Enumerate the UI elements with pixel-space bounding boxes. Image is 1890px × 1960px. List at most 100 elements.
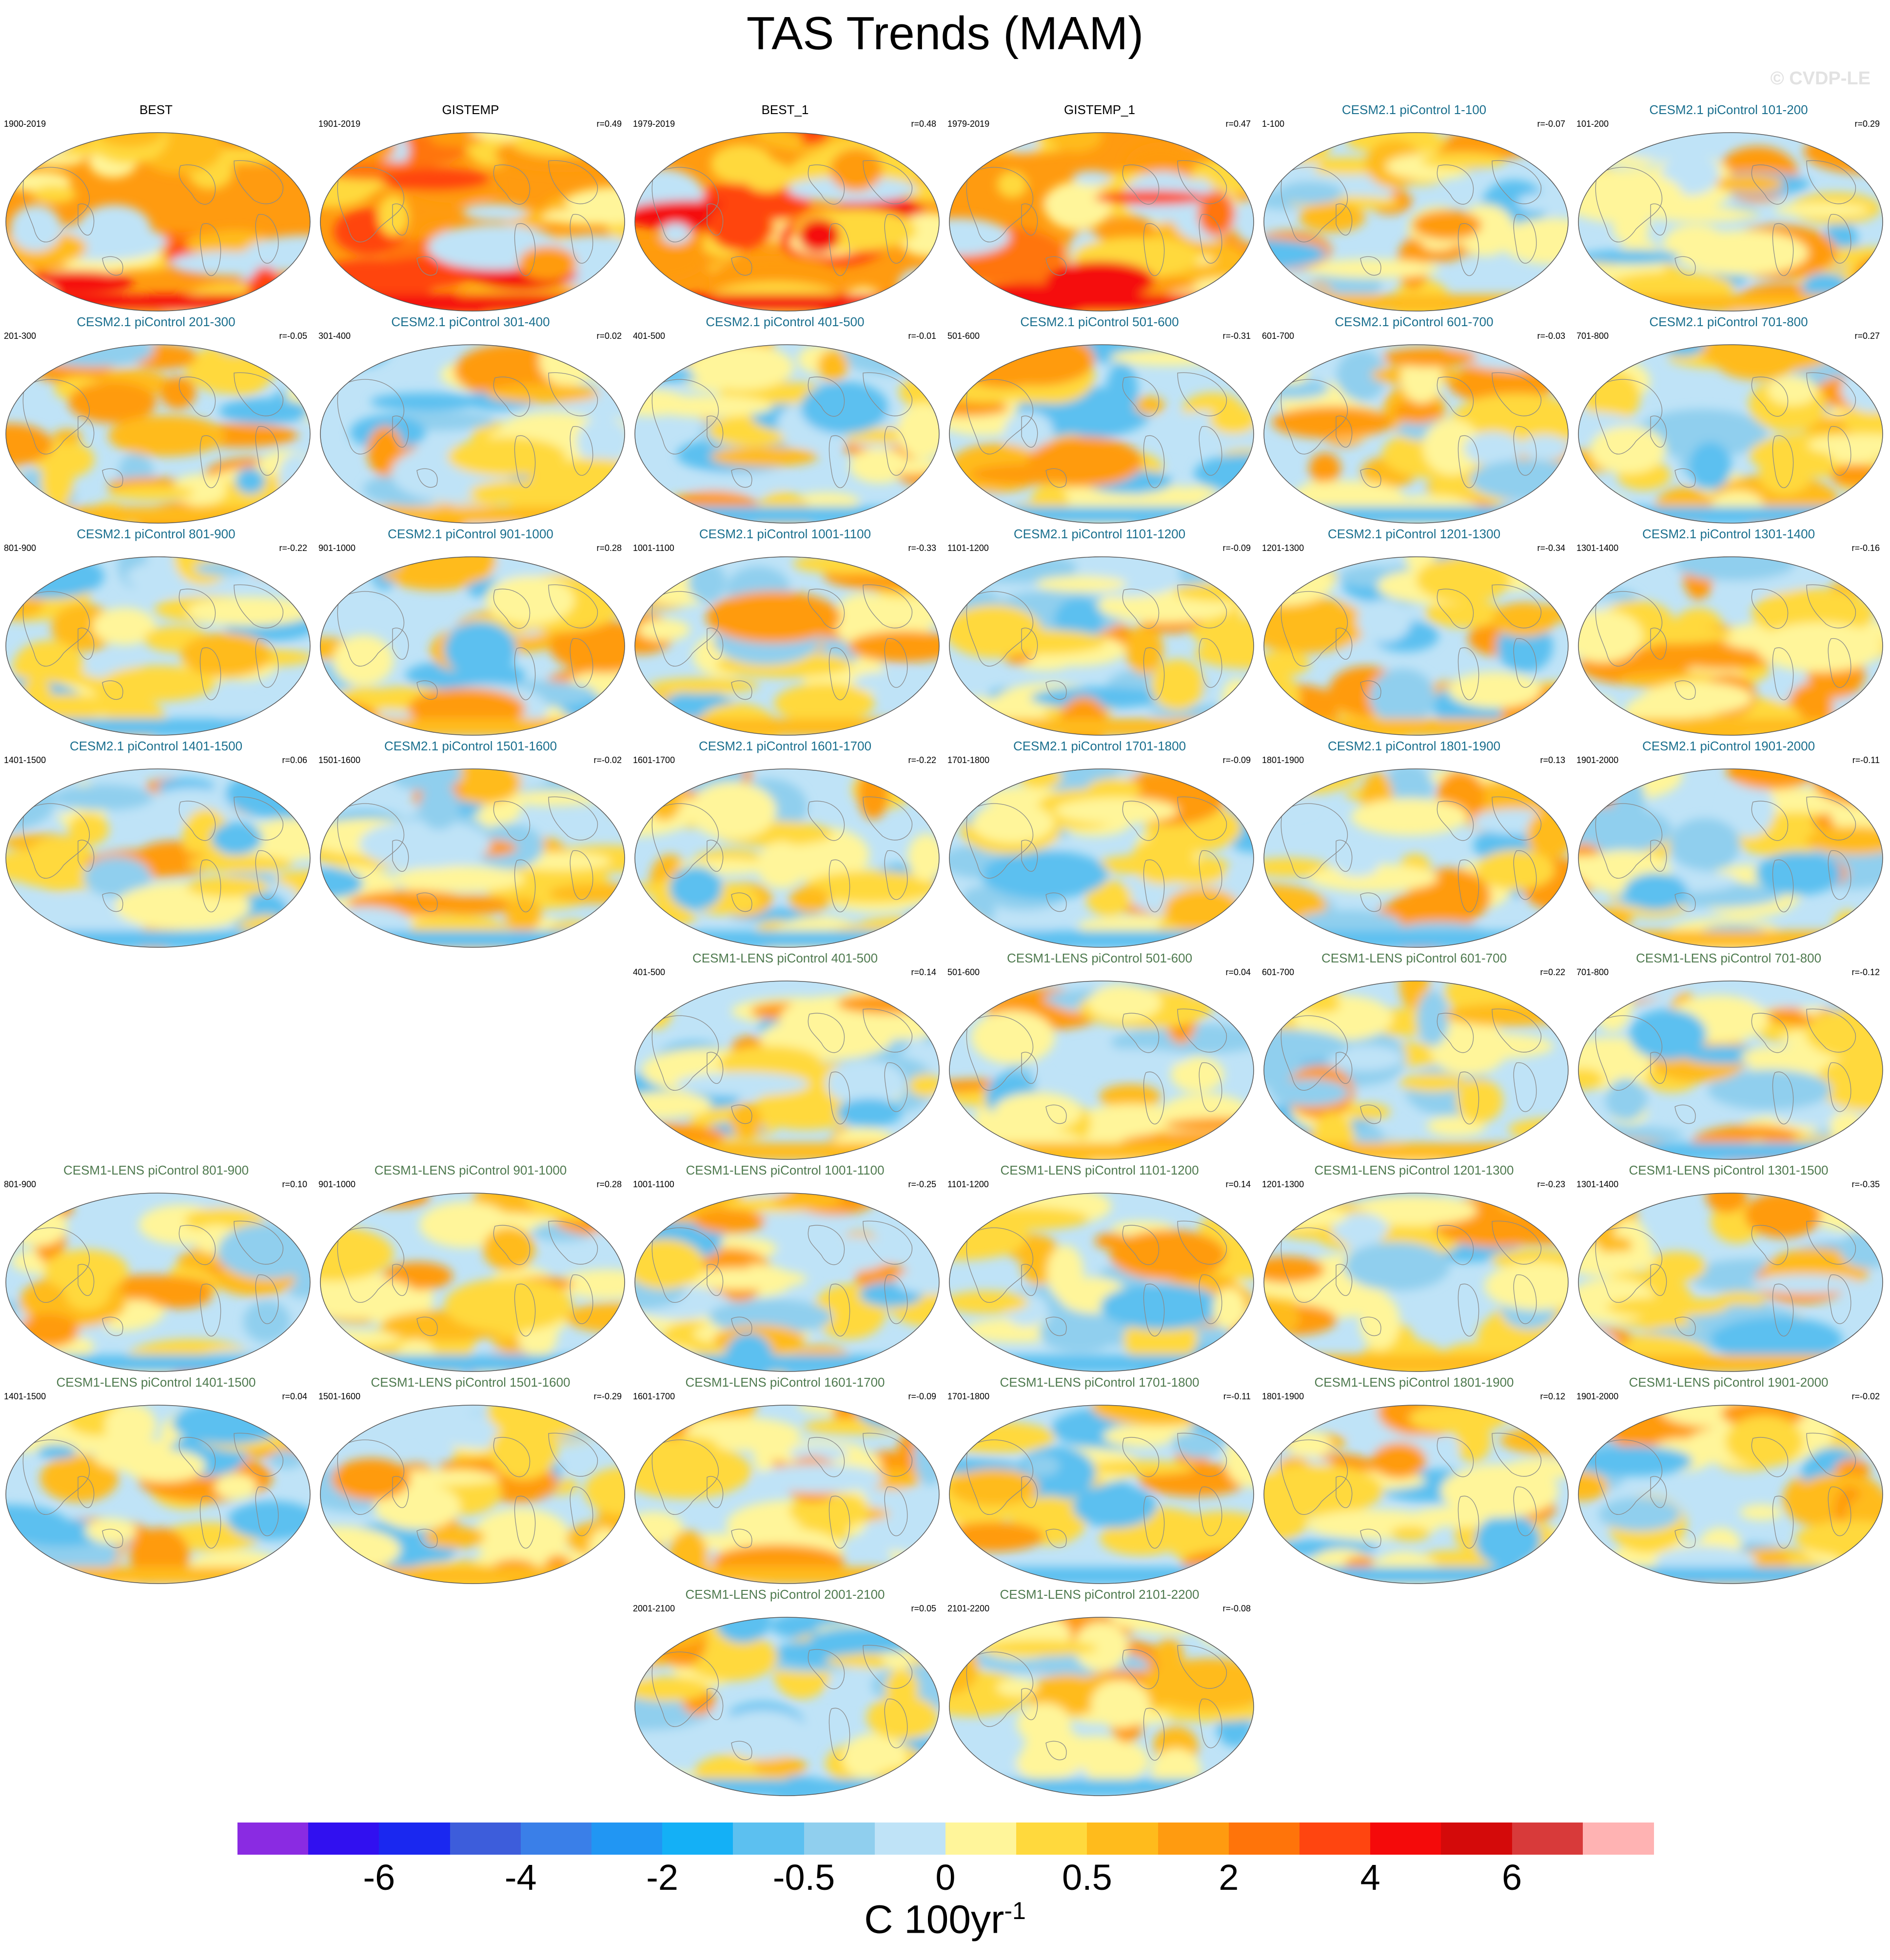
map-panel: CESM2.1 piControl 401-500 401-500 r=-0.01 <box>629 314 941 524</box>
colorbar-swatch <box>1087 1823 1159 1855</box>
panel-correlation: r=0.04 <box>282 1392 307 1401</box>
colorbar-tick-label: 6 <box>1502 1857 1522 1898</box>
panel-title: CESM1-LENS piControl 1101-1200 <box>1000 1163 1199 1177</box>
panel-title: CESM1-LENS piControl 1901-2000 <box>1629 1375 1829 1390</box>
trend-map <box>1578 980 1883 1160</box>
colorbar-swatch <box>1158 1823 1229 1855</box>
panel-correlation: r=0.10 <box>282 1179 307 1189</box>
trend-map <box>5 132 311 312</box>
panel-period: 1979-2019 <box>633 119 675 129</box>
map-panel: CESM2.1 piControl 501-600 501-600 r=-0.31 <box>944 314 1256 524</box>
trend-map <box>1578 768 1883 948</box>
colorbar-tick-label: -2 <box>646 1857 679 1898</box>
trend-map <box>634 556 940 736</box>
trend-map <box>949 344 1254 524</box>
panel-title: CESM1-LENS piControl 2101-2200 <box>1000 1587 1200 1602</box>
trend-map <box>949 1617 1254 1796</box>
panel-title: CESM2.1 piControl 701-800 <box>1649 314 1808 329</box>
trend-map <box>1578 132 1883 312</box>
panel-correlation: r=0.48 <box>911 119 936 129</box>
panel-period: 1001-1100 <box>633 543 674 553</box>
panel-period: 1901-2000 <box>1576 1392 1619 1401</box>
panel-correlation: r=0.22 <box>1540 967 1565 977</box>
trend-map <box>1578 344 1883 524</box>
trend-map <box>634 344 940 524</box>
panel-period: 701-800 <box>1576 967 1609 977</box>
trend-map <box>1263 768 1569 948</box>
panel-correlation: r=0.06 <box>282 755 307 765</box>
trend-map <box>5 1193 311 1372</box>
map-panel: CESM2.1 piControl 1201-1300 1201-1300 r=-0… <box>1258 527 1570 736</box>
panel-period: 1901-2019 <box>318 119 361 129</box>
panel-title: GISTEMP_1 <box>1064 102 1135 117</box>
panel-title: BEST <box>139 102 173 117</box>
panel-correlation: r=-0.07 <box>1537 119 1565 129</box>
panel-correlation: r=-0.11 <box>1852 755 1880 765</box>
colorbar-swatch <box>450 1823 521 1855</box>
colorbar <box>237 1823 1654 1855</box>
panel-correlation: r=-0.16 <box>1851 543 1880 553</box>
panel-title: CESM2.1 piControl 501-600 <box>1020 314 1179 329</box>
panel-correlation: r=0.49 <box>596 119 622 129</box>
colorbar-swatch <box>1441 1823 1513 1855</box>
panel-correlation: r=-0.09 <box>908 1392 936 1401</box>
colorbar-tick-label: 0.5 <box>1062 1857 1112 1898</box>
panel-period: 2101-2200 <box>947 1604 990 1613</box>
map-panel: CESM2.1 piControl 101-200 101-200 r=0.29 <box>1573 102 1885 312</box>
panel-period: 1900-2019 <box>4 119 46 129</box>
map-panel: BEST 1900-2019 <box>0 102 312 312</box>
trend-map <box>5 556 311 736</box>
map-panel: CESM2.1 piControl 1301-1400 1301-1400 r=-0… <box>1573 527 1885 736</box>
panel-period: 1401-1500 <box>4 755 46 765</box>
panel-period: 1901-2000 <box>1576 755 1619 765</box>
panel-correlation: r=-0.22 <box>279 543 307 553</box>
panel-correlation: r=0.05 <box>911 1604 936 1613</box>
panel-period: 1201-1300 <box>1262 543 1304 553</box>
panel-title: CESM1-LENS piControl 601-700 <box>1321 951 1507 965</box>
panel-period: 901-1000 <box>318 543 356 553</box>
colorbar-swatch <box>1299 1823 1371 1855</box>
panel-title: CESM1-LENS piControl 1401-1500 <box>56 1375 256 1390</box>
panel-correlation: r=-0.01 <box>908 331 936 341</box>
panel-title: CESM1-LENS piControl 1301-1500 <box>1629 1163 1829 1177</box>
trend-map <box>1263 980 1569 1160</box>
trend-map <box>320 1405 625 1584</box>
colorbar-tick-label: 4 <box>1360 1857 1380 1898</box>
map-panel: CESM1-LENS piControl 1701-1800 1701-1800 r… <box>944 1375 1256 1585</box>
panel-period: 1301-1400 <box>1576 543 1619 553</box>
colorbar-swatch <box>662 1823 734 1855</box>
colorbar-swatch <box>237 1823 309 1855</box>
colorbar-swatch <box>308 1823 380 1855</box>
trend-map <box>949 556 1254 736</box>
watermark: © CVDP-LE <box>1770 68 1870 89</box>
map-panel: CESM1-LENS piControl 701-800 701-800 r=-0.… <box>1573 951 1885 1160</box>
panel-correlation: r=-0.29 <box>593 1392 622 1401</box>
panel-correlation: r=-0.11 <box>1223 1392 1251 1401</box>
panel-period: 1701-1800 <box>947 1392 990 1401</box>
panel-correlation: r=-0.09 <box>1222 755 1251 765</box>
map-panel: CESM2.1 piControl 1901-2000 1901-2000 r=-0… <box>1573 739 1885 948</box>
trend-map <box>949 768 1254 948</box>
trend-map <box>1263 1405 1569 1584</box>
panel-title: CESM2.1 piControl 1001-1100 <box>699 527 871 541</box>
panel-correlation: r=0.04 <box>1225 967 1251 977</box>
panel-title: CESM2.1 piControl 1701-1800 <box>1013 739 1186 753</box>
panel-correlation: r=0.28 <box>596 543 622 553</box>
panel-period: 1601-1700 <box>633 1392 675 1401</box>
map-panel: CESM1-LENS piControl 2101-2200 2101-2200 r… <box>944 1587 1256 1797</box>
panel-period: 1401-1500 <box>4 1392 46 1401</box>
colorbar-tick-label: -4 <box>504 1857 537 1898</box>
panel-period: 401-500 <box>633 967 666 977</box>
trend-map <box>1263 132 1569 312</box>
panel-title: BEST_1 <box>761 102 809 117</box>
panel-period: 401-500 <box>633 331 666 341</box>
panel-title: CESM1-LENS piControl 701-800 <box>1635 951 1822 965</box>
panel-period: 501-600 <box>947 331 980 341</box>
panel-correlation: r=-0.12 <box>1851 967 1880 977</box>
trend-map <box>634 1405 940 1584</box>
map-panel: CESM1-LENS piControl 501-600 501-600 r=0.0… <box>944 951 1256 1160</box>
panel-period: 201-300 <box>4 331 37 341</box>
map-panel: CESM1-LENS piControl 2001-2100 2001-2100 r… <box>629 1587 941 1797</box>
panel-period: 1979-2019 <box>947 119 990 129</box>
trend-map <box>634 1193 940 1372</box>
